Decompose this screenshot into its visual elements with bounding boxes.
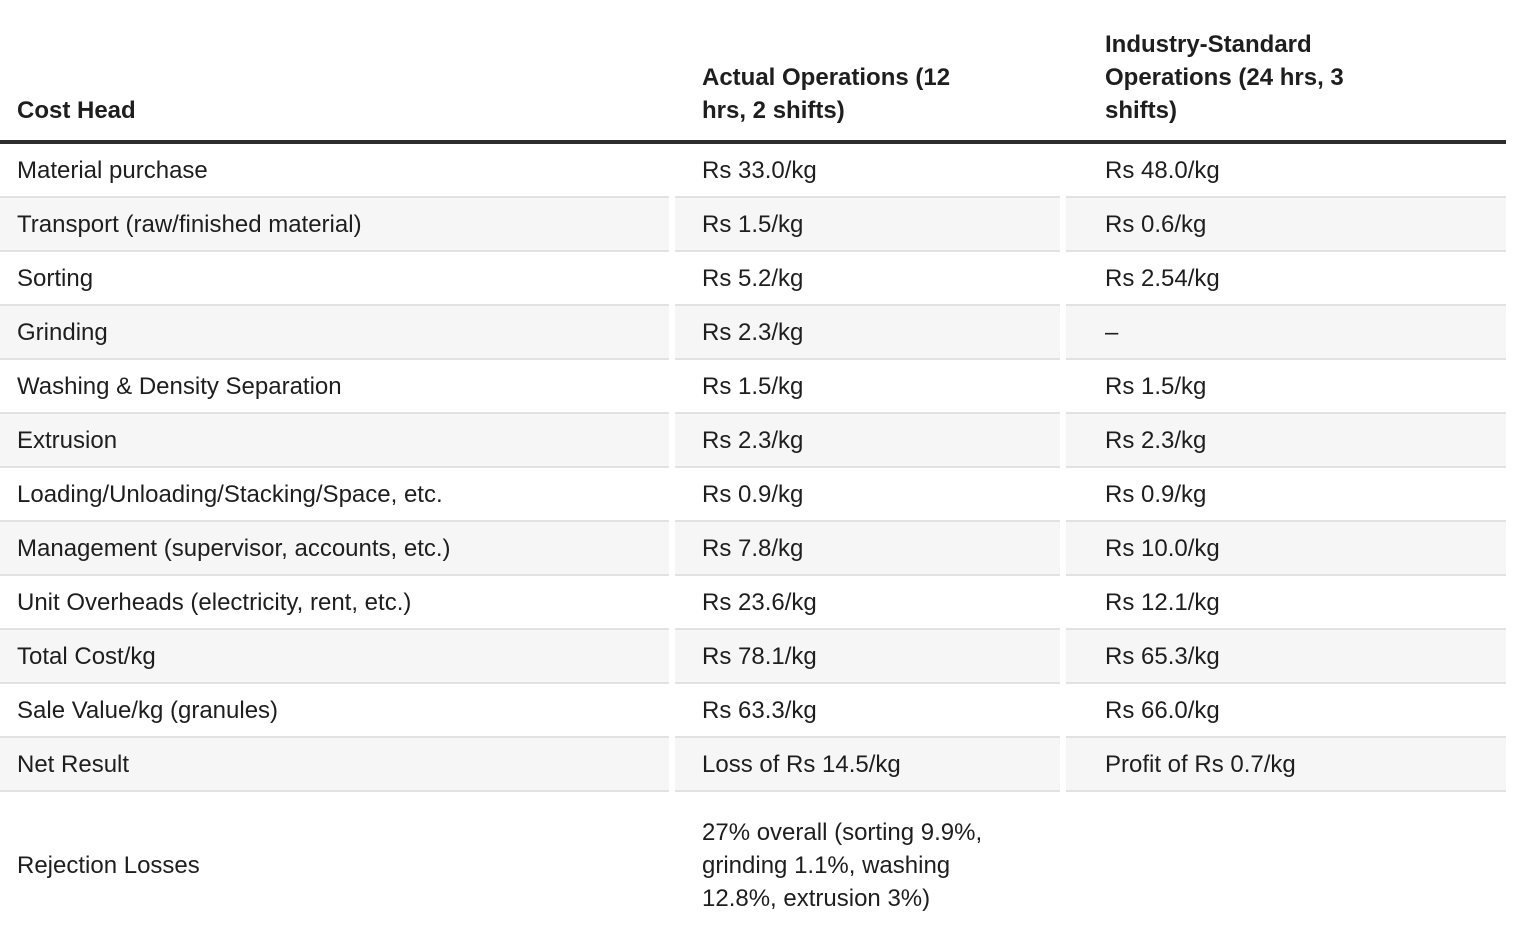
actual-value-cell: Rs 7.8/kg xyxy=(675,522,1060,576)
actual-value-cell: Rs 5.2/kg xyxy=(675,252,1060,306)
industry-value-cell: Rs 2.3/kg xyxy=(1066,414,1506,468)
industry-value-cell: Rs 0.9/kg xyxy=(1066,468,1506,522)
table-header-row: Cost Head Actual Operations (12 hrs, 2 s… xyxy=(0,0,1506,144)
row-label-cell: Extrusion xyxy=(0,414,669,468)
actual-value-cell: Rs 1.5/kg xyxy=(675,360,1060,414)
actual-value-cell: Rs 2.3/kg xyxy=(675,306,1060,360)
industry-value-cell: Rs 12.1/kg xyxy=(1066,576,1506,630)
actual-value-cell: Rs 23.6/kg xyxy=(675,576,1060,630)
actual-value-cell: Rs 2.3/kg xyxy=(675,414,1060,468)
row-label-cell: Rejection Losses xyxy=(17,851,200,879)
table-row-washing-density-separation: Washing & Density Separation Rs 1.5/kg R… xyxy=(0,360,1506,414)
industry-value-cell: Rs 0.6/kg xyxy=(1066,198,1506,252)
actual-value-cell: Rs 63.3/kg xyxy=(675,684,1060,738)
industry-value-cell: Rs 66.0/kg xyxy=(1066,684,1506,738)
industry-value-cell: – xyxy=(1066,306,1506,360)
table-row-material-purchase: Material purchase Rs 33.0/kg Rs 48.0/kg xyxy=(0,144,1506,198)
table-row-rejection-losses: Rejection Losses 27% overall (sorting 9.… xyxy=(0,792,1506,938)
table-row-net-result: Net Result Loss of Rs 14.5/kg Profit of … xyxy=(0,738,1506,792)
actual-value-cell: Rs 78.1/kg xyxy=(675,630,1060,684)
column-header-industry-standard-operations: Industry-Standard Operations (24 hrs, 3 … xyxy=(1105,31,1344,124)
cost-comparison-table: Cost Head Actual Operations (12 hrs, 2 s… xyxy=(0,0,1506,938)
table-row-loading-unloading: Loading/Unloading/Stacking/Space, etc. R… xyxy=(0,468,1506,522)
row-label-cell: Net Result xyxy=(0,738,669,792)
row-label-cell: Management (supervisor, accounts, etc.) xyxy=(0,522,669,576)
row-label-cell: Unit Overheads (electricity, rent, etc.) xyxy=(0,576,669,630)
table-row-unit-overheads: Unit Overheads (electricity, rent, etc.)… xyxy=(0,576,1506,630)
table-row-extrusion: Extrusion Rs 2.3/kg Rs 2.3/kg xyxy=(0,414,1506,468)
industry-value-cell: Rs 2.54/kg xyxy=(1066,252,1506,306)
actual-value-cell: 27% overall (sorting 9.9%, grinding 1.1%… xyxy=(702,818,983,912)
row-label-cell: Loading/Unloading/Stacking/Space, etc. xyxy=(0,468,669,522)
actual-value-cell: Rs 0.9/kg xyxy=(675,468,1060,522)
row-label-cell: Total Cost/kg xyxy=(0,630,669,684)
column-header-cost-head: Cost Head xyxy=(17,97,136,124)
column-header-actual-operations: Actual Operations (12 hrs, 2 shifts) xyxy=(702,64,951,124)
row-label-cell: Washing & Density Separation xyxy=(0,360,669,414)
actual-value-cell: Rs 1.5/kg xyxy=(675,198,1060,252)
actual-value-cell: Loss of Rs 14.5/kg xyxy=(675,738,1060,792)
industry-value-cell: Rs 48.0/kg xyxy=(1066,144,1506,198)
industry-value-cell: Rs 10.0/kg xyxy=(1066,522,1506,576)
table-row-total-cost: Total Cost/kg Rs 78.1/kg Rs 65.3/kg xyxy=(0,630,1506,684)
industry-value-cell: Profit of Rs 0.7/kg xyxy=(1066,738,1506,792)
table-row-sorting: Sorting Rs 5.2/kg Rs 2.54/kg xyxy=(0,252,1506,306)
row-label-cell: Transport (raw/finished material) xyxy=(0,198,669,252)
row-label-cell: Sale Value/kg (granules) xyxy=(0,684,669,738)
industry-value-cell: Rs 65.3/kg xyxy=(1066,630,1506,684)
table-row-management: Management (supervisor, accounts, etc.) … xyxy=(0,522,1506,576)
table-row-transport: Transport (raw/finished material) Rs 1.5… xyxy=(0,198,1506,252)
row-label-cell: Grinding xyxy=(0,306,669,360)
row-label-cell: Sorting xyxy=(0,252,669,306)
row-label-cell: Material purchase xyxy=(0,144,669,198)
table-row-grinding: Grinding Rs 2.3/kg – xyxy=(0,306,1506,360)
table-row-sale-value: Sale Value/kg (granules) Rs 63.3/kg Rs 6… xyxy=(0,684,1506,738)
actual-value-cell: Rs 33.0/kg xyxy=(675,144,1060,198)
table-body: Material purchase Rs 33.0/kg Rs 48.0/kg … xyxy=(0,144,1506,938)
industry-value-cell: Rs 1.5/kg xyxy=(1066,360,1506,414)
industry-value-cell xyxy=(1066,792,1506,938)
